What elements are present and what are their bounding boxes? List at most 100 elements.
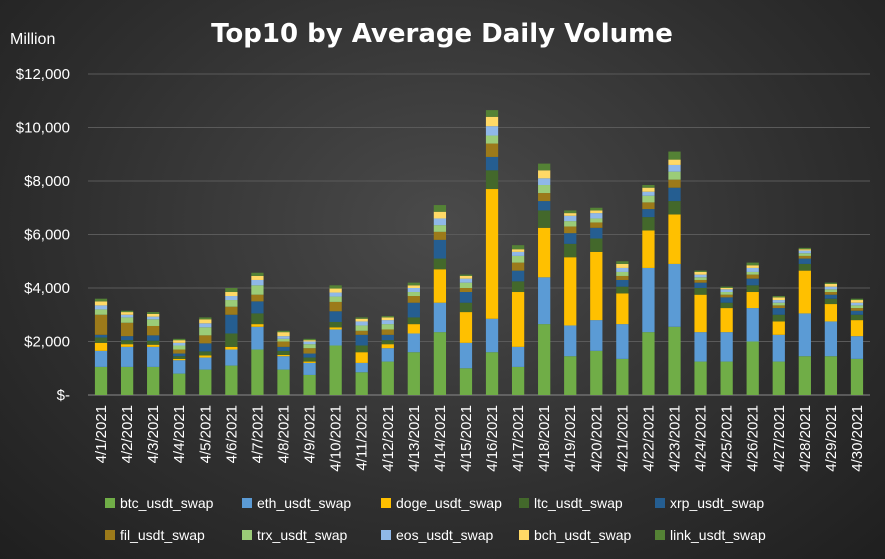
bar-segment-trx_usdt_swap <box>277 338 290 342</box>
x-tick-label: 4/30/2021 <box>849 405 866 472</box>
bar-segment-fil_usdt_swap <box>173 349 186 354</box>
x-axis-ticks: 4/1/2021 4/2/2021 4/3/2021 4/4/2021 4/5/2021… <box>93 405 866 472</box>
bar-segment-trx_usdt_swap <box>381 324 394 330</box>
bar-segment-doge_usdt_swap <box>303 361 316 363</box>
y-tick-label: $4,000 <box>24 280 70 297</box>
bar-stack <box>616 261 629 395</box>
x-tick-label: 4/10/2021 <box>328 405 345 472</box>
bar-stack <box>329 285 342 395</box>
bar-stack <box>277 330 290 395</box>
bar-segment-trx_usdt_swap <box>303 344 316 349</box>
bar-segment-ltc_usdt_swap <box>381 340 394 345</box>
bar-stack <box>538 163 551 395</box>
bar-segment-btc_usdt_swap <box>772 361 785 395</box>
bar-stack <box>850 298 864 395</box>
bar-segment-doge_usdt_swap <box>564 257 577 326</box>
x-tick-label: 4/15/2021 <box>458 405 475 472</box>
bar-segment-btc_usdt_swap <box>225 365 238 395</box>
bar-segment-fil_usdt_swap <box>381 329 394 335</box>
bar-stack <box>590 207 603 395</box>
bar-segment-fil_usdt_swap <box>694 279 707 283</box>
bar-segment-ltc_usdt_swap <box>668 201 681 215</box>
x-tick-label: 4/11/2021 <box>354 405 371 471</box>
bar-segment-eth_usdt_swap <box>381 348 394 362</box>
bar-segment-ltc_usdt_swap <box>590 238 603 252</box>
bar-segment-btc_usdt_swap <box>147 366 160 395</box>
bar-segment-bch_usdt_swap <box>746 265 759 268</box>
bar-segment-link_usdt_swap <box>850 298 864 301</box>
bar-segment-doge_usdt_swap <box>485 189 499 319</box>
bar-segment-fil_usdt_swap <box>564 226 577 234</box>
bar-segment-fil_usdt_swap <box>850 308 864 311</box>
bar-segment-xrp_usdt_swap <box>199 343 212 352</box>
bar-stack <box>94 298 108 395</box>
bar-segment-fil_usdt_swap <box>772 305 785 309</box>
bar-segment-link_usdt_swap <box>94 298 108 302</box>
bar-segment-fil_usdt_swap <box>459 288 473 293</box>
bar-segment-eth_usdt_swap <box>199 357 212 370</box>
bar-segment-link_usdt_swap <box>459 274 473 276</box>
bar-segment-eos_usdt_swap <box>485 126 499 136</box>
x-tick-label: 4/29/2021 <box>823 405 840 472</box>
legend-label: ltc_usdt_swap <box>534 495 623 511</box>
bar-segment-btc_usdt_swap <box>251 349 264 395</box>
bar-segment-bch_usdt_swap <box>407 285 420 288</box>
bar-segment-ltc_usdt_swap <box>824 298 838 305</box>
bar-segment-doge_usdt_swap <box>199 355 212 358</box>
bar-segment-eth_usdt_swap <box>850 336 864 359</box>
bar-segment-eth_usdt_swap <box>355 362 368 373</box>
bar-segment-fil_usdt_swap <box>147 325 160 336</box>
legend-label: xrp_usdt_swap <box>670 495 764 511</box>
bars <box>94 110 864 395</box>
x-tick-label: 4/5/2021 <box>197 405 214 463</box>
bar-segment-btc_usdt_swap <box>668 326 681 395</box>
bar-segment-fil_usdt_swap <box>120 322 134 337</box>
bar-segment-trx_usdt_swap <box>407 292 420 297</box>
legend: btc_usdt_swap eth_usdt_swap doge_usdt_swap… <box>105 495 766 543</box>
x-tick-label: 4/26/2021 <box>745 405 762 472</box>
bar-segment-btc_usdt_swap <box>538 324 551 395</box>
bar-segment-fil_usdt_swap <box>329 301 342 312</box>
bar-segment-link_usdt_swap <box>199 317 212 320</box>
bar-segment-xrp_usdt_swap <box>616 279 629 287</box>
bar-segment-fil_usdt_swap <box>642 202 655 210</box>
bar-segment-eos_usdt_swap <box>199 323 212 328</box>
bar-segment-xrp_usdt_swap <box>720 297 733 303</box>
bar-segment-fil_usdt_swap <box>277 341 290 347</box>
legend-item-xrp_usdt_swap: xrp_usdt_swap <box>655 495 764 511</box>
bar-segment-link_usdt_swap <box>120 310 134 313</box>
bar-segment-bch_usdt_swap <box>720 288 733 290</box>
bar-segment-eos_usdt_swap <box>772 300 785 303</box>
x-tick-label: 4/9/2021 <box>302 405 319 463</box>
bar-segment-doge_usdt_swap <box>824 304 838 322</box>
x-tick-label: 4/8/2021 <box>276 405 293 463</box>
x-tick-label: 4/13/2021 <box>406 405 423 472</box>
legend-item-eth_usdt_swap: eth_usdt_swap <box>242 495 351 511</box>
bar-segment-link_usdt_swap <box>407 282 420 286</box>
bar-segment-link_usdt_swap <box>824 282 838 284</box>
legend-label: link_usdt_swap <box>670 527 766 543</box>
bar-segment-eos_usdt_swap <box>277 336 290 339</box>
bar-segment-xrp_usdt_swap <box>564 233 577 244</box>
bar-segment-bch_usdt_swap <box>199 319 212 324</box>
y-tick-label: $- <box>57 387 70 404</box>
bar-stack <box>824 282 838 395</box>
bar-segment-bch_usdt_swap <box>485 116 499 127</box>
bar-segment-ltc_usdt_swap <box>798 263 811 271</box>
bar-segment-eos_usdt_swap <box>94 305 108 310</box>
bar-segment-eos_usdt_swap <box>225 296 238 301</box>
bar-segment-xrp_usdt_swap <box>642 209 655 218</box>
bar-segment-trx_usdt_swap <box>564 221 577 227</box>
bar-segment-link_usdt_swap <box>173 338 186 341</box>
bar-segment-link_usdt_swap <box>381 316 394 318</box>
bar-segment-xrp_usdt_swap <box>746 278 759 286</box>
bar-segment-link_usdt_swap <box>147 312 160 314</box>
bar-segment-eth_usdt_swap <box>694 332 707 362</box>
bar-segment-ltc_usdt_swap <box>277 350 290 355</box>
gridlines <box>88 73 870 396</box>
legend-item-btc_usdt_swap: btc_usdt_swap <box>105 495 214 511</box>
bar-segment-btc_usdt_swap <box>850 358 864 395</box>
bar-segment-ltc_usdt_swap <box>94 337 108 343</box>
bar-segment-ltc_usdt_swap <box>199 351 212 356</box>
bar-segment-ltc_usdt_swap <box>225 333 238 347</box>
